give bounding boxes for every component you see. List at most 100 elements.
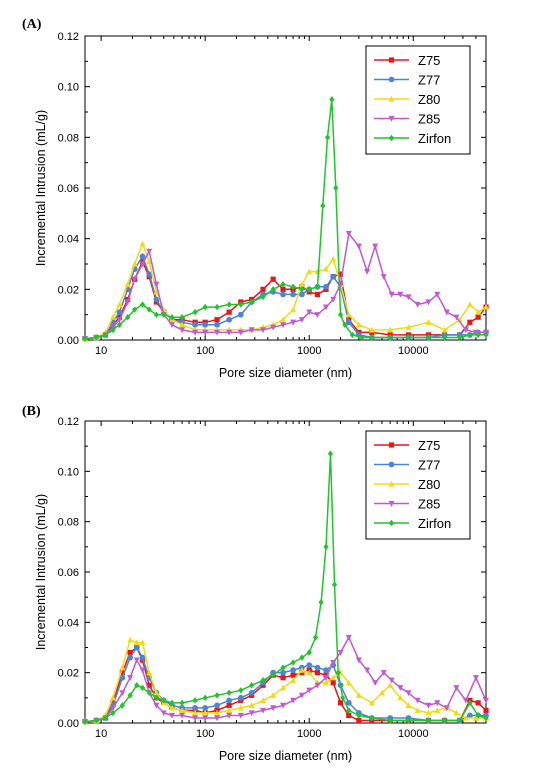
- data-point: [314, 291, 321, 297]
- legend-label: Zirfon: [418, 131, 451, 146]
- data-point: [226, 301, 232, 308]
- panel-label: (B): [22, 404, 41, 419]
- data-point: [405, 334, 412, 341]
- data-point: [82, 335, 88, 342]
- data-point: [425, 334, 432, 341]
- data-point: [132, 306, 138, 313]
- data-point: [425, 717, 432, 724]
- data-point: [237, 712, 244, 719]
- legend-marker: [388, 76, 395, 83]
- data-point: [179, 707, 186, 714]
- data-point: [169, 712, 176, 719]
- data-point: [345, 634, 352, 641]
- data-point: [280, 675, 286, 681]
- data-point: [226, 309, 232, 315]
- data-point: [202, 321, 209, 328]
- data-point: [179, 699, 185, 707]
- data-point: [397, 694, 404, 701]
- data-point: [441, 717, 448, 724]
- data-point: [133, 644, 140, 651]
- data-point: [237, 311, 244, 318]
- legend-marker: [388, 480, 395, 487]
- data-point: [82, 718, 88, 725]
- data-point: [192, 715, 199, 722]
- data-point: [290, 306, 297, 313]
- data-point: [355, 243, 362, 250]
- data-point: [346, 707, 352, 714]
- data-point: [125, 314, 131, 321]
- legend-box: [365, 45, 471, 155]
- legend-marker: [388, 519, 395, 527]
- data-point: [202, 303, 208, 311]
- data-point: [475, 712, 481, 719]
- data-point: [364, 269, 371, 275]
- data-point: [280, 664, 286, 671]
- data-point: [368, 699, 375, 706]
- data-point: [124, 299, 131, 306]
- data-point: [314, 664, 321, 671]
- data-point: [298, 317, 305, 323]
- data-point: [314, 283, 321, 290]
- data-point: [260, 697, 267, 703]
- data-point: [280, 286, 286, 292]
- data-point: [298, 692, 305, 699]
- data-point: [119, 702, 125, 709]
- data-point: [342, 321, 348, 328]
- legend-marker: [388, 95, 395, 102]
- data-point: [280, 669, 286, 676]
- data-point: [133, 639, 140, 646]
- data-point: [192, 705, 198, 711]
- data-point: [323, 543, 329, 551]
- data-point: [337, 311, 344, 318]
- data-point: [226, 697, 233, 704]
- data-point: [405, 717, 412, 724]
- data-point: [153, 296, 160, 303]
- x-axis-title: Pore size diameter (nm): [219, 749, 352, 763]
- data-point: [161, 697, 167, 704]
- y-tick-label: 0.08: [58, 132, 79, 144]
- legend: Z75 Z77 Z80 Z85 Zirfon: [365, 45, 471, 155]
- y-tick-label: 0.12: [58, 416, 79, 428]
- y-tick-label: 0.02: [58, 668, 79, 680]
- data-point: [248, 702, 255, 708]
- data-point: [425, 319, 432, 325]
- y-axis-title: Incremental Intrusion (mL/g): [34, 110, 48, 266]
- data-point: [169, 314, 175, 321]
- data-point: [331, 581, 338, 588]
- data-point: [364, 667, 371, 674]
- y-tick-label: 0.04: [58, 234, 79, 246]
- data-point: [405, 294, 412, 301]
- y-tick-label: 0.08: [58, 517, 79, 529]
- data-point: [139, 253, 146, 260]
- data-point: [414, 707, 421, 714]
- data-point: [397, 291, 404, 298]
- data-point: [483, 714, 489, 722]
- data-point: [466, 712, 473, 719]
- data-point: [345, 311, 352, 318]
- data-point: [153, 702, 160, 709]
- y-tick-label: 0.02: [58, 284, 79, 296]
- legend-box: [365, 430, 471, 540]
- data-point: [127, 675, 134, 681]
- data-point: [226, 316, 233, 323]
- data-point: [298, 291, 305, 298]
- data-point: [405, 690, 412, 696]
- chart-panel-a: (A) 10 100 1000 10000 0.00 0.02 0.04 0.06 0.08 0.1…: [22, 17, 489, 380]
- data-point: [299, 286, 305, 293]
- data-point: [457, 717, 463, 724]
- data-point: [146, 689, 152, 696]
- data-point: [146, 248, 153, 255]
- data-point: [388, 677, 395, 684]
- data-point: [314, 312, 321, 318]
- y-tick-label: 0.12: [58, 31, 79, 43]
- data-point: [270, 671, 276, 679]
- data-point: [260, 286, 266, 292]
- data-point: [153, 281, 160, 288]
- data-point: [443, 309, 450, 316]
- legend-label: Z85: [418, 112, 440, 127]
- chart-panel-b: (B) 10 100 1000 10000 0.00 0.02 0.04 0.06 0.08 0.1…: [22, 404, 489, 763]
- data-point: [290, 283, 296, 290]
- data-point: [323, 667, 329, 674]
- data-point: [280, 702, 287, 709]
